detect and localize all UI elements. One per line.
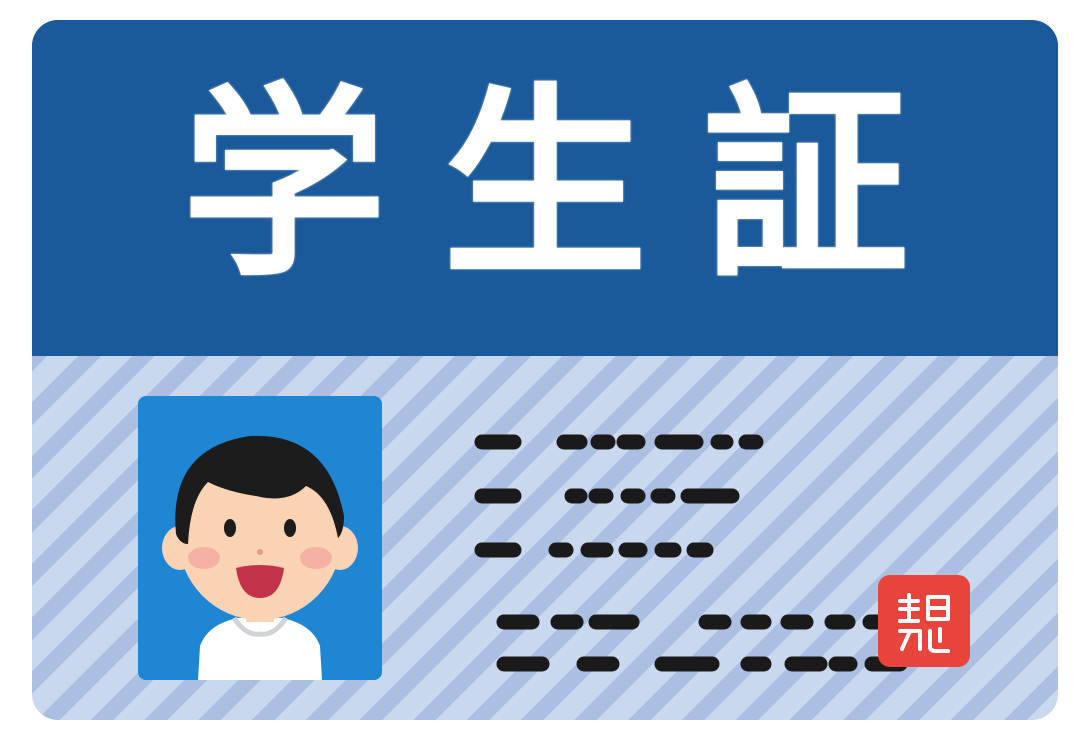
redacted-details [462,400,962,680]
hanko-seal-icon [898,593,950,653]
student-portrait-icon [162,435,358,680]
redacted-text-lines [474,434,910,672]
id-photo [138,396,382,680]
card-header: 学生証 [32,20,1058,356]
card-title: 学生証 [181,66,965,305]
hanko-seal [878,575,970,667]
student-id-card: 学生証 [32,20,1058,720]
